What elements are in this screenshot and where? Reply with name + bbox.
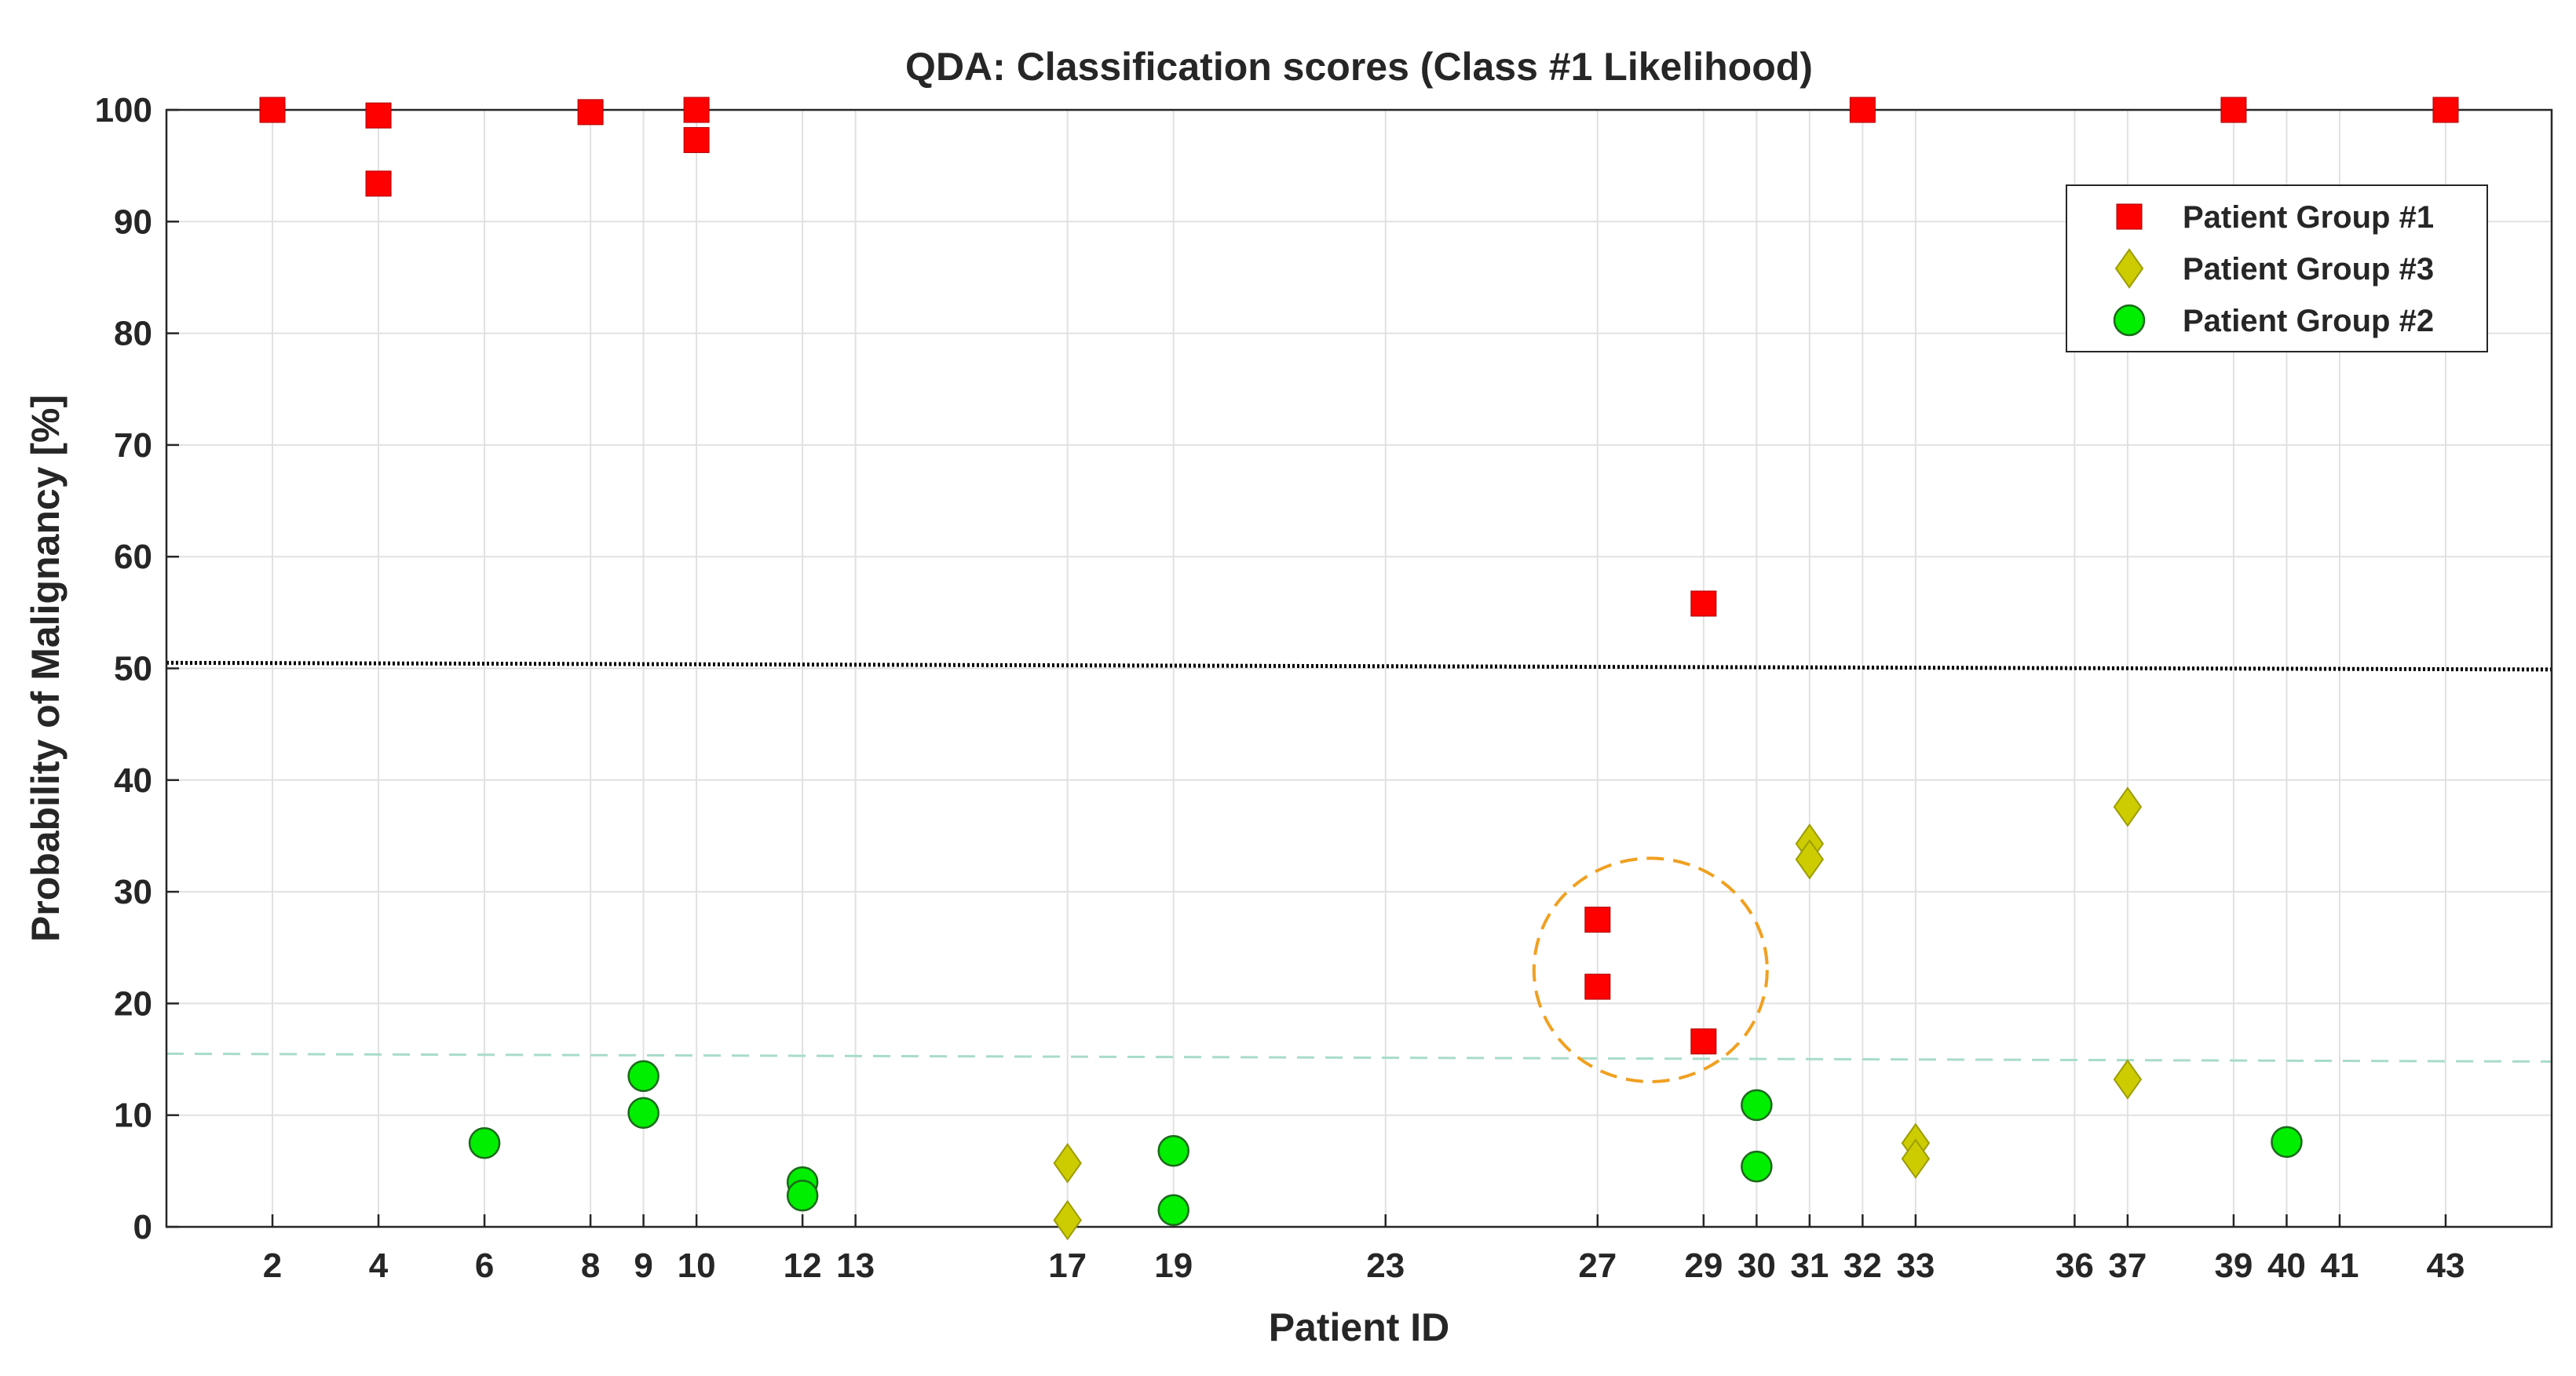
data-point-circle-4 [786,1179,819,1212]
y-tick-label-70: 70 [114,426,152,465]
data-point-diamond-6 [2113,787,2143,827]
legend-label-2: Patient Group #3 [2183,252,2434,287]
data-point-circle-9 [2271,1126,2303,1159]
chart-legend: Patient Group #1 Patient Group #3 Patient … [2066,184,2488,352]
data-point-diamond-5 [1901,1138,1931,1179]
data-point-diamond-7 [2113,1059,2143,1100]
data-point-square-3 [577,99,604,126]
data-point-circle-0 [468,1127,501,1159]
legend-marker-circle [2113,304,2146,337]
y-tick-label-90: 90 [114,203,152,241]
data-point-circle-7 [1741,1089,1773,1122]
data-point-square-2 [365,170,392,197]
data-point-diamond-1 [1053,1199,1082,1241]
x-tick-label-2: 2 [263,1246,282,1285]
data-point-square-5 [683,126,710,153]
data-point-diamond-0 [1053,1143,1082,1184]
y-tick-label-50: 50 [114,650,152,688]
x-tick-label-19: 19 [1154,1246,1193,1285]
data-point-square-10 [1849,97,1876,123]
y-tick-label-10: 10 [114,1097,152,1135]
lower-threshold-line [166,1052,2552,1063]
legend-label-1: Patient Group #1 [2183,200,2434,235]
x-tick-label-33: 33 [1896,1246,1935,1285]
x-tick-label-39: 39 [2214,1246,2253,1285]
y-tick-label-0: 0 [133,1208,152,1246]
y-axis-title: Probability of Malignancy [%] [24,395,68,942]
x-tick-label-30: 30 [1737,1246,1776,1285]
data-point-square-9 [1690,1028,1717,1055]
series-group-3 [468,1060,2303,1226]
x-axis-title: Patient ID [1269,1305,1450,1349]
series-group-1 [259,97,2459,1055]
y-tick-label-20: 20 [114,984,152,1023]
x-tick-label-32: 32 [1843,1246,1882,1285]
y-tick-label-100: 100 [95,91,152,130]
data-point-circle-1 [627,1060,660,1093]
data-point-square-11 [2220,97,2247,123]
data-point-square-8 [1690,590,1717,617]
data-point-square-6 [1584,907,1611,933]
x-tick-label-4: 4 [369,1246,389,1285]
x-tick-label-36: 36 [2055,1246,2094,1285]
x-tick-label-40: 40 [2267,1246,2306,1285]
x-tick-label-17: 17 [1048,1246,1087,1285]
data-point-square-4 [683,97,710,123]
decision-threshold-line [166,660,2552,672]
series-group-2 [1053,787,2143,1241]
x-tick-label-43: 43 [2427,1246,2465,1285]
y-tick-label-80: 80 [114,315,152,353]
y-tick-label-60: 60 [114,538,152,576]
x-tick-label-12: 12 [784,1246,822,1285]
x-tick-label-6: 6 [475,1246,494,1285]
legend-marker-diamond [2114,248,2144,289]
x-tick-label-8: 8 [581,1246,600,1285]
x-tick-label-31: 31 [1790,1246,1829,1285]
data-point-circle-8 [1741,1150,1773,1183]
highlight-circle [1532,856,1769,1084]
data-point-square-7 [1584,973,1611,1000]
data-point-circle-2 [627,1097,660,1130]
x-tick-label-9: 9 [634,1246,652,1285]
x-tick-label-41: 41 [2320,1246,2359,1285]
y-tick-label-30: 30 [114,873,152,911]
x-tick-label-23: 23 [1366,1246,1405,1285]
data-point-circle-6 [1157,1194,1189,1226]
y-tick-label-40: 40 [114,761,152,800]
data-point-diamond-3 [1795,839,1825,880]
legend-label-3: Patient Group #2 [2183,304,2434,338]
data-point-circle-5 [1157,1134,1189,1167]
x-tick-label-27: 27 [1578,1246,1617,1285]
x-tick-label-37: 37 [2108,1246,2147,1285]
data-point-square-12 [2432,97,2459,123]
x-tick-label-10: 10 [678,1246,716,1285]
chart-title: QDA: Classification scores (Class #1 Lik… [905,45,1813,89]
x-tick-label-29: 29 [1684,1246,1723,1285]
data-point-square-0 [259,97,286,123]
data-point-square-1 [365,102,392,129]
x-tick-label-13: 13 [836,1246,875,1285]
legend-marker-square [2116,203,2143,230]
